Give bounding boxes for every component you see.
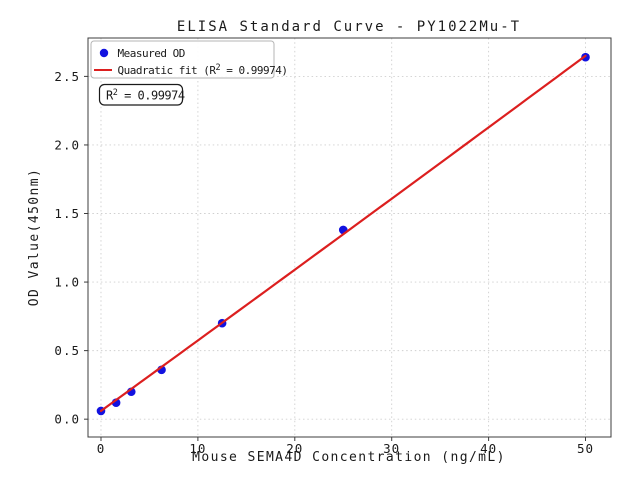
series-layer xyxy=(96,52,590,416)
x-axis-label: Mouse SEMA4D Concentration (ng/mL) xyxy=(192,450,506,465)
x-tick-label: 20 xyxy=(286,441,303,456)
x-tick-label: 10 xyxy=(189,441,206,456)
quadratic-fit-line xyxy=(99,54,587,413)
r-squared-text: R2 = 0.99974 xyxy=(106,88,185,103)
legend-marker-measured-od-icon xyxy=(99,48,109,58)
y-tick-label: 2.0 xyxy=(54,137,80,152)
legend: Measured OD Quadratic fit (R2 = 0.99974) xyxy=(90,40,288,79)
y-tick-label: 0.0 xyxy=(54,412,80,427)
legend-label-measured-od: Measured OD xyxy=(118,47,185,60)
tick-layer: 0 10 20 30 40 50 0.0 0.5 1.0 1.5 2.0 2.5 xyxy=(54,69,594,456)
y-tick-label: 0.5 xyxy=(54,343,80,358)
y-axis-label: OD Value(450nm) xyxy=(27,168,42,306)
y-tick-label: 1.5 xyxy=(54,206,80,221)
legend-label-quadratic-fit: Quadratic fit (R2 = 0.99974) xyxy=(118,63,288,77)
y-tick-label: 2.5 xyxy=(54,69,80,84)
x-tick-label: 30 xyxy=(383,441,400,456)
chart-title: ELISA Standard Curve - PY1022Mu-T xyxy=(177,19,521,35)
r-squared-annotation: R2 = 0.99974 xyxy=(98,83,185,106)
x-tick-label: 40 xyxy=(480,441,497,456)
x-tick-label: 0 xyxy=(97,441,106,456)
grid-layer xyxy=(88,38,611,437)
data-point xyxy=(581,52,590,62)
x-tick-label: 50 xyxy=(577,441,594,456)
legend-box xyxy=(90,40,275,79)
r-squared-box xyxy=(98,83,184,106)
y-tick-label: 1.0 xyxy=(54,275,80,290)
plot-area-border xyxy=(87,37,612,438)
